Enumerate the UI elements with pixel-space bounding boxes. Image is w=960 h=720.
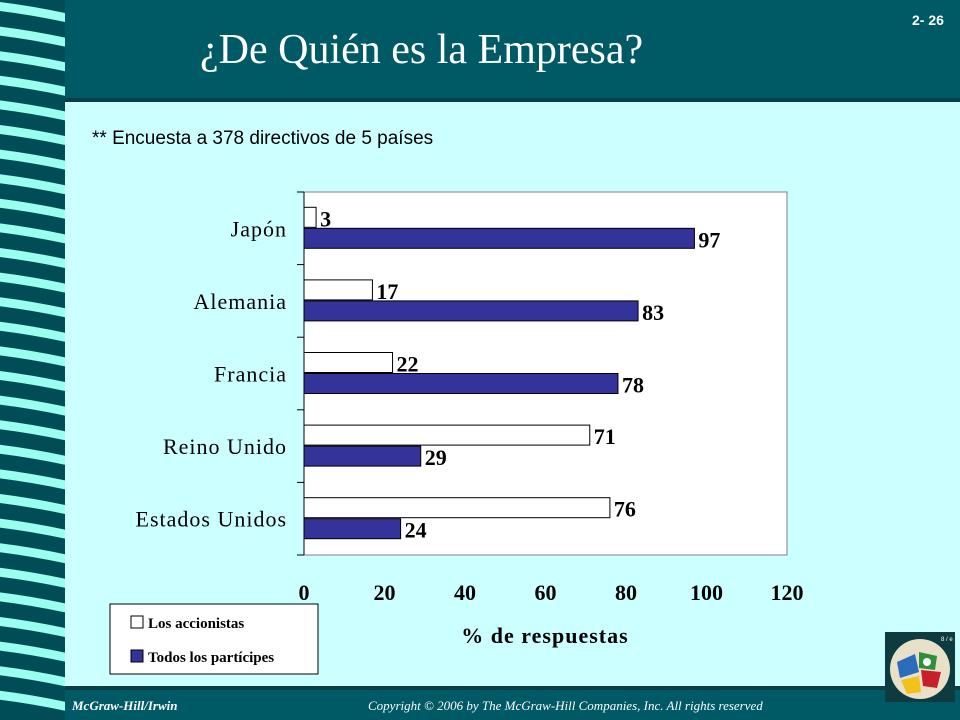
side-stripe <box>0 666 65 687</box>
svg-text:8 / e: 8 / e <box>941 637 953 643</box>
side-stripe <box>0 223 65 244</box>
side-stripe <box>0 494 65 514</box>
side-stripe <box>0 469 65 490</box>
bar-accionistas <box>303 206 317 228</box>
side-stripe <box>0 149 65 170</box>
side-stripe <box>0 641 65 662</box>
side-stripe <box>0 198 65 219</box>
side-stripe <box>0 371 65 391</box>
side-stripe <box>0 592 65 613</box>
side-stripe <box>0 346 65 367</box>
footer-bar <box>65 690 960 720</box>
side-stripe <box>0 248 65 268</box>
bar-accionistas <box>303 352 394 373</box>
x-tick-label: 0 <box>299 580 310 605</box>
data-label: 3 <box>320 206 331 231</box>
data-label: 22 <box>397 352 419 377</box>
header-divider <box>65 98 960 102</box>
side-stripe <box>0 543 65 564</box>
x-tick-label: 40 <box>454 580 476 605</box>
bar-accionistas <box>303 424 591 446</box>
legend-box <box>109 603 319 675</box>
x-tick-label: 120 <box>771 580 804 605</box>
category-label: Reino Unido <box>163 434 287 459</box>
data-label: 29 <box>425 445 447 470</box>
side-stripe <box>0 690 65 711</box>
slide-title: ¿De Quién es la Empresa? <box>200 27 644 73</box>
bar-participes <box>303 518 402 540</box>
x-tick-label: 80 <box>615 580 637 605</box>
footer-divider <box>65 686 960 690</box>
slide-number: 2- 26 <box>912 12 944 28</box>
side-stripe <box>0 2 65 22</box>
side-stripe <box>0 174 65 195</box>
bar-accionistas <box>303 279 373 301</box>
side-stripe <box>0 272 65 293</box>
bar-participes <box>303 445 422 467</box>
legend-swatch <box>130 615 144 629</box>
side-stripe <box>0 518 65 539</box>
data-label: 17 <box>376 279 398 304</box>
data-label: 83 <box>642 300 664 325</box>
category-label: Japón <box>231 216 287 241</box>
footer-copyright: Copyright © 2006 by The McGraw-Hill Comp… <box>368 698 763 713</box>
bar-participes <box>303 227 695 249</box>
globe-flags-logo: 8 / e <box>885 632 955 702</box>
side-stripe <box>0 420 65 441</box>
x-axis-label: % de respuestas <box>461 623 628 648</box>
side-stripe-decoration <box>0 0 65 720</box>
x-tick-label: 100 <box>690 580 723 605</box>
data-label: 71 <box>594 424 616 449</box>
legend-label: Los accionistas <box>148 616 244 632</box>
slide-subtitle: ** Encuesta a 378 directivos de 5 países <box>92 128 434 149</box>
footer-publisher: McGraw-Hill/Irwin <box>72 698 178 713</box>
legend-swatch <box>130 649 144 663</box>
side-stripe <box>0 100 65 121</box>
side-stripe <box>0 321 65 342</box>
side-stripe <box>0 51 65 72</box>
header-bar <box>65 0 960 98</box>
legend-label: Todos los partícipes <box>148 650 274 666</box>
category-label: Francia <box>214 362 287 387</box>
side-stripe <box>0 444 65 465</box>
x-tick-label: 20 <box>374 580 396 605</box>
category-label: Alemania <box>193 289 287 314</box>
data-label: 76 <box>614 497 636 522</box>
x-tick-label: 60 <box>535 580 557 605</box>
data-label: 24 <box>405 518 427 543</box>
category-label: Estados Unidos <box>136 507 288 532</box>
data-label: 97 <box>698 227 720 252</box>
side-stripe <box>0 26 65 47</box>
side-stripe <box>0 395 65 416</box>
side-stripe <box>0 75 65 96</box>
bar-participes <box>303 300 639 322</box>
data-label: 78 <box>622 373 644 398</box>
side-stripe <box>0 125 65 145</box>
side-stripe <box>0 617 65 637</box>
bar-participes <box>303 373 619 394</box>
bar-accionistas <box>303 497 611 519</box>
side-stripe <box>0 297 65 318</box>
side-stripe <box>0 567 65 588</box>
